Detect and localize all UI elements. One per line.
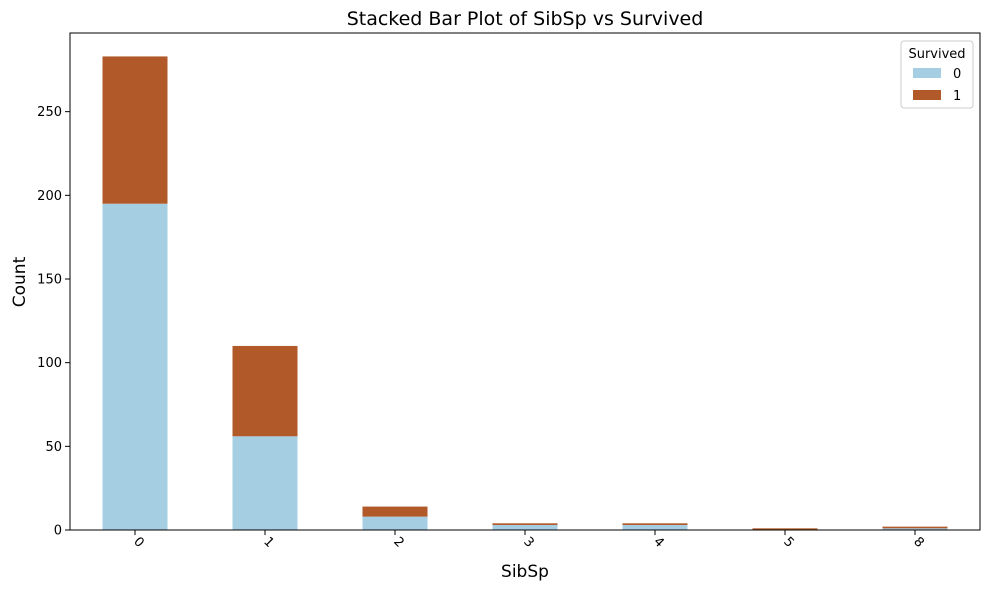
bar-sibsp-8-survived-0 [882,528,948,530]
legend-swatch-0 [913,68,941,78]
x-tick-label-4: 4 [650,534,666,550]
bar-sibsp-8-survived-1 [882,526,948,529]
plot-area: 0 50 100 150 200 250 0 1 2 3 4 5 8 [37,32,981,551]
legend-swatch-1 [913,90,941,100]
bar-sibsp-1-survived-1 [232,345,298,437]
y-tick-label-100: 100 [37,356,62,371]
bar-sibsp-3-survived-1 [492,523,558,525]
bar-sibsp-0-survived-1 [102,56,168,204]
bar-sibsp-4-survived-1 [622,523,688,525]
bar-sibsp-5-survived-1 [752,528,818,530]
bar-sibsp-3-survived-0 [492,524,558,530]
bar-sibsp-1-survived-0 [232,436,298,530]
plot-frame [69,32,981,531]
legend-label-0: 0 [953,67,961,82]
x-tick-label-8: 8 [910,534,926,550]
bar-sibsp-0-survived-0 [102,203,168,530]
x-tick-label-3: 3 [520,534,536,550]
legend: Survived 0 1 [900,40,974,109]
x-tick-label-2: 2 [390,534,406,550]
x-tick-label-0: 0 [130,534,146,550]
y-tick-label-200: 200 [37,189,62,204]
y-tick-label-150: 150 [37,272,62,287]
y-tick-label-250: 250 [37,105,62,120]
bar-sibsp-2-survived-0 [362,516,428,530]
x-tick-label-5: 5 [780,534,796,550]
x-tick-label-1: 1 [260,534,276,550]
bar-sibsp-4-survived-0 [622,524,688,530]
x-axis-label: SibSp [501,562,549,582]
y-tick-label-0: 0 [54,524,62,539]
y-axis-label: Count [10,256,30,307]
legend-label-1: 1 [953,89,961,104]
y-tick-label-50: 50 [45,440,62,455]
chart-title: Stacked Bar Plot of SibSp vs Survived [347,8,704,30]
bar-sibsp-2-survived-1 [362,506,428,517]
legend-title: Survived [908,47,965,62]
